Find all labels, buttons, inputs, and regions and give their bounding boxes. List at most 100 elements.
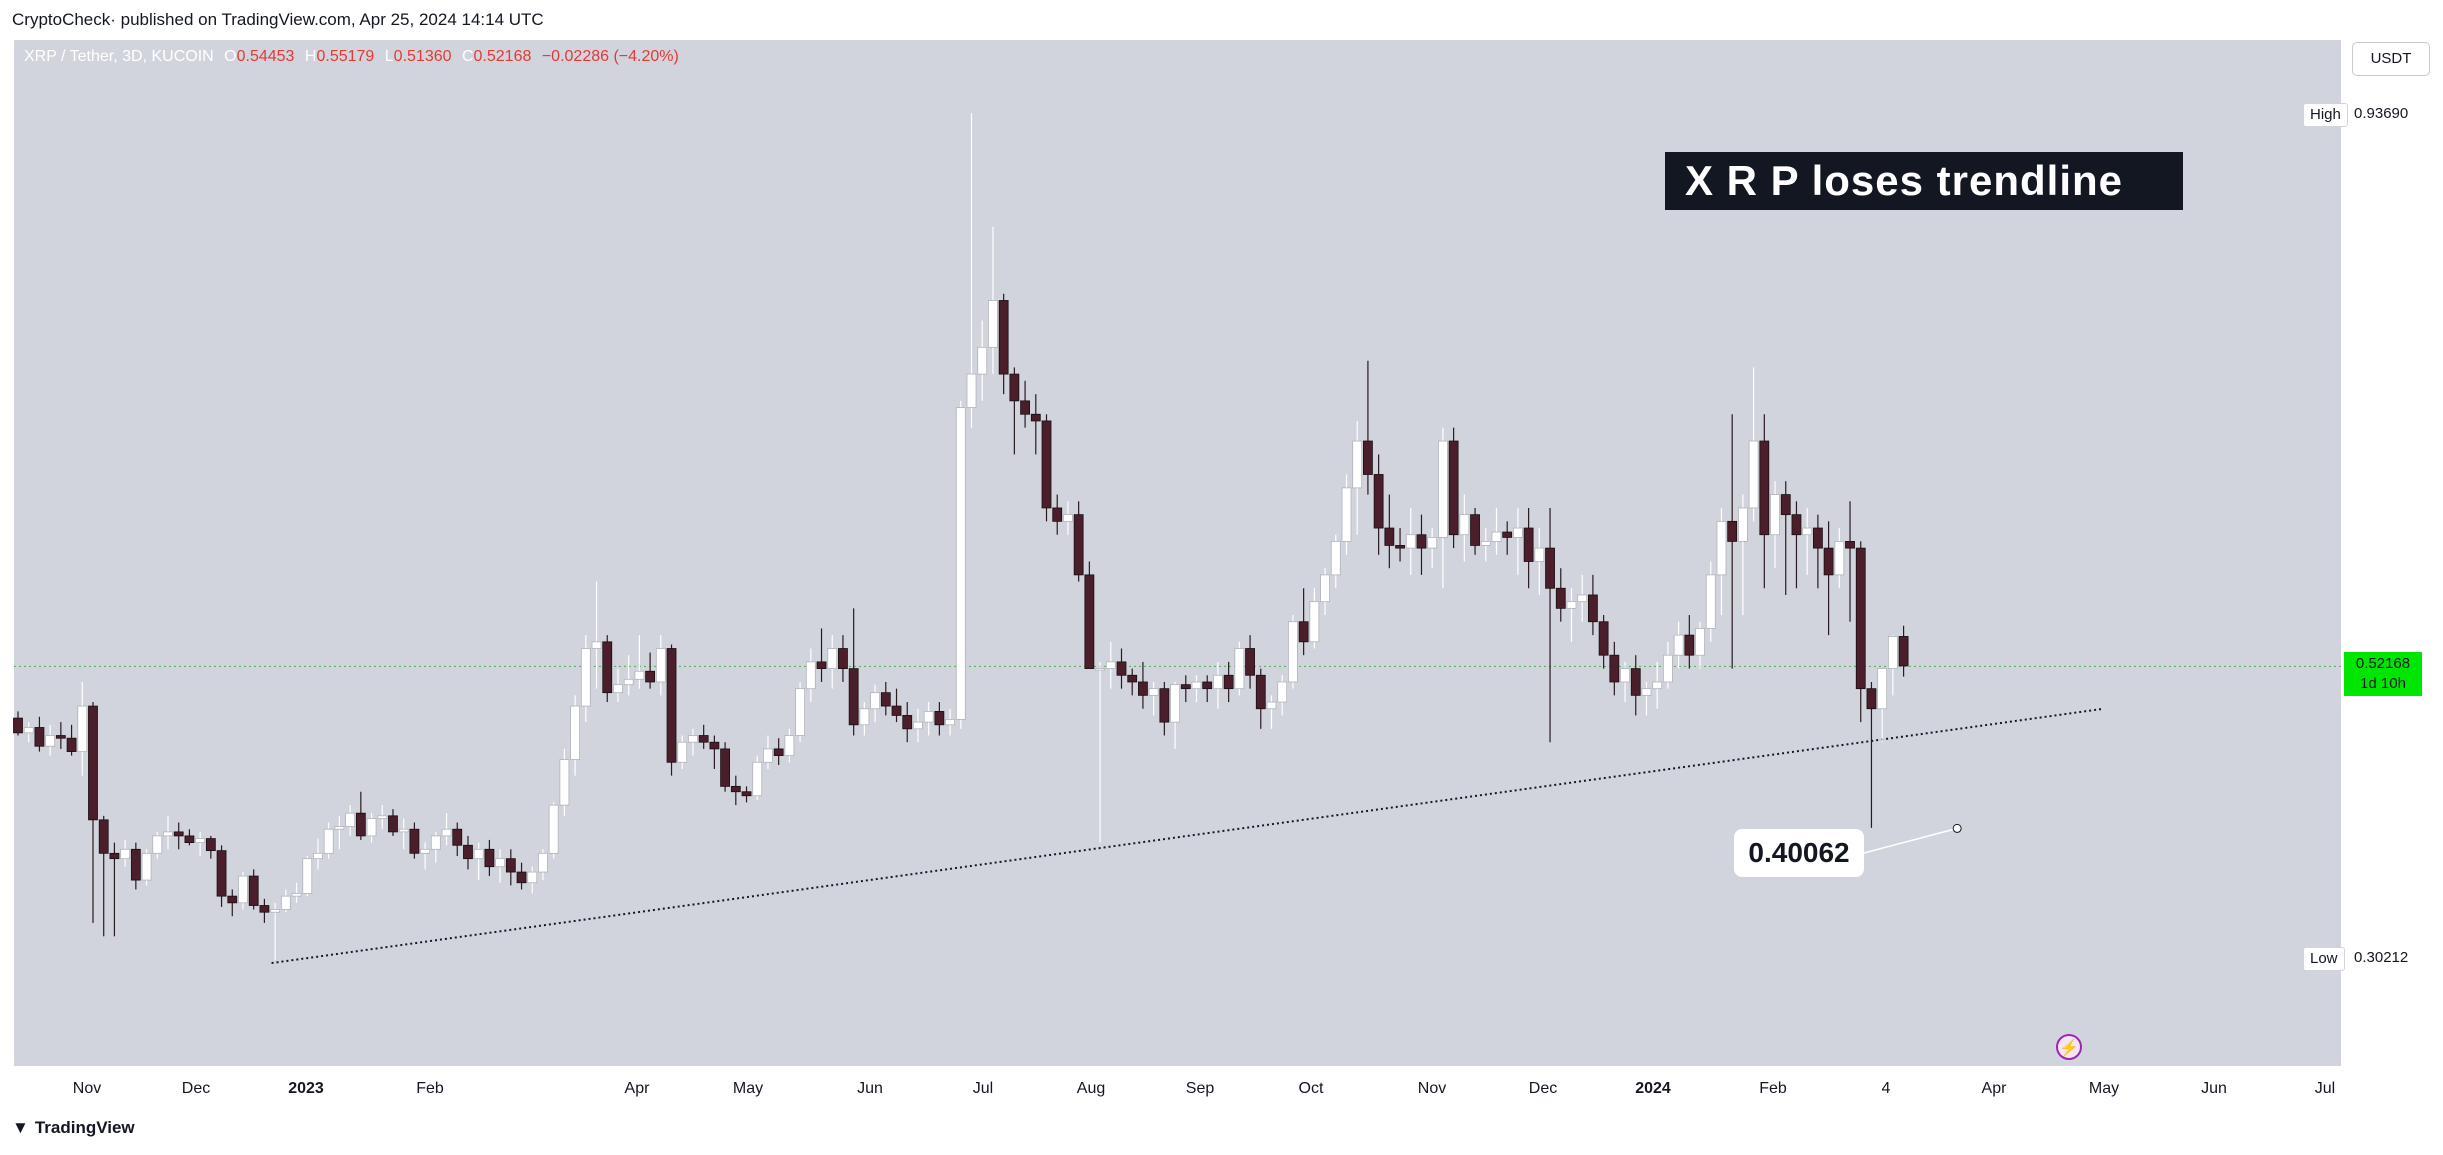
candle-up bbox=[527, 871, 538, 884]
time-tick-label: May bbox=[732, 1080, 764, 1097]
candle-down bbox=[516, 871, 527, 884]
candle-down bbox=[1116, 661, 1127, 676]
candle-down bbox=[1138, 681, 1148, 696]
candle-down bbox=[1448, 440, 1459, 536]
session-low-value: 0.30212 bbox=[2349, 947, 2414, 969]
candle-up bbox=[1577, 594, 1588, 603]
candle-up bbox=[1266, 701, 1277, 710]
candle-down bbox=[1470, 514, 1480, 546]
candle-down bbox=[248, 875, 259, 906]
candle-up bbox=[1095, 668, 1105, 671]
time-tick-label: Jul bbox=[2314, 1080, 2336, 1097]
close-value: 0.52168 bbox=[473, 48, 532, 65]
candle-down bbox=[1727, 520, 1738, 542]
candle-down bbox=[934, 711, 945, 726]
tradingview-logo-icon: ▼ bbox=[12, 1118, 29, 1137]
time-tick-label: Feb bbox=[1759, 1080, 1787, 1097]
candle-up bbox=[859, 708, 870, 726]
candle-down bbox=[463, 844, 473, 860]
candle-down bbox=[1588, 594, 1598, 623]
tradingview-footer[interactable]: ▼ TradingView bbox=[12, 1118, 135, 1138]
candle-up bbox=[580, 648, 591, 707]
candle-up bbox=[977, 346, 988, 375]
candle-up bbox=[1834, 541, 1845, 576]
candle-up bbox=[795, 688, 805, 736]
candle-up bbox=[323, 828, 334, 854]
price-tick-label: 0.25000 bbox=[2362, 1021, 2417, 1038]
lightning-icon[interactable]: ⚡ bbox=[2056, 1034, 2082, 1060]
candle-up bbox=[280, 895, 291, 910]
candle-down bbox=[1159, 688, 1170, 723]
time-tick-label: Apr bbox=[624, 1080, 650, 1097]
price-axis[interactable] bbox=[2341, 40, 2443, 1066]
candle-up bbox=[870, 692, 880, 710]
time-tick-label: Jun bbox=[2201, 1080, 2227, 1097]
candle-down bbox=[1298, 621, 1309, 643]
price-tick-label: 0.40000 bbox=[2362, 820, 2417, 838]
price-tick-label: 0.35000 bbox=[2362, 887, 2417, 905]
candle-up bbox=[473, 848, 484, 860]
time-tick-label: Feb bbox=[416, 1080, 444, 1097]
trendline bbox=[271, 707, 2104, 965]
candle-up bbox=[345, 812, 356, 827]
candle-down bbox=[1052, 507, 1063, 522]
open-value: 0.54453 bbox=[236, 48, 295, 65]
time-tick-label: Sep bbox=[1185, 1080, 1215, 1097]
candle-down bbox=[1223, 674, 1234, 690]
candle-up bbox=[1662, 654, 1673, 683]
candle-up bbox=[1191, 681, 1202, 690]
candle-down bbox=[1030, 413, 1041, 422]
candle-down bbox=[1609, 654, 1620, 683]
candle-down bbox=[216, 850, 227, 897]
candle-up bbox=[1480, 541, 1491, 546]
currency-button[interactable]: USDT bbox=[2352, 42, 2430, 76]
candle-up bbox=[923, 711, 934, 723]
candle-up bbox=[313, 852, 323, 860]
candle-up bbox=[623, 678, 634, 686]
candle-up bbox=[1330, 541, 1341, 576]
candle-up bbox=[141, 852, 152, 881]
candle-down bbox=[1555, 587, 1566, 609]
countdown-value: 1d 10h bbox=[2360, 675, 2406, 692]
candle-down bbox=[1245, 648, 1255, 676]
candle-up bbox=[1695, 628, 1705, 656]
candle-down bbox=[1395, 545, 1405, 549]
candle-up bbox=[1737, 507, 1748, 542]
candle-up bbox=[1566, 601, 1577, 609]
candle-down bbox=[55, 735, 66, 739]
open-label: O bbox=[224, 48, 237, 65]
candle-up bbox=[988, 300, 998, 348]
candle-down bbox=[1127, 674, 1138, 683]
candle-up bbox=[1652, 681, 1663, 690]
candle-down bbox=[484, 848, 495, 868]
candle-down bbox=[1373, 474, 1384, 529]
candle-up bbox=[77, 705, 88, 752]
candle-down bbox=[205, 838, 216, 852]
session-high-label: High bbox=[2303, 103, 2348, 127]
candle-up bbox=[1320, 574, 1330, 603]
low-marker-dot bbox=[1952, 823, 1962, 833]
candle-down bbox=[355, 812, 366, 837]
candle-down bbox=[816, 661, 827, 669]
candle-up bbox=[398, 828, 409, 833]
candle-up bbox=[570, 705, 581, 761]
candle-up bbox=[1277, 681, 1288, 703]
published-info: CryptoCheck· published on TradingView.co… bbox=[12, 10, 544, 29]
candle-down bbox=[1084, 574, 1095, 669]
candle-down bbox=[1416, 534, 1427, 549]
candle-up bbox=[1309, 601, 1320, 643]
time-tick-label: May bbox=[2088, 1080, 2120, 1097]
price-tick-label: 0.95000 bbox=[2362, 84, 2417, 101]
candle-down bbox=[88, 705, 98, 821]
candle-up bbox=[1513, 527, 1523, 538]
chart-plot-area[interactable] bbox=[14, 40, 2341, 1066]
candle-up bbox=[366, 818, 377, 837]
candle-down bbox=[1502, 531, 1513, 538]
time-axis[interactable] bbox=[0, 1066, 2443, 1110]
candle-up bbox=[688, 735, 698, 743]
candle-down bbox=[1898, 636, 1909, 667]
candle-up bbox=[1438, 440, 1448, 538]
candle-up bbox=[1491, 531, 1502, 542]
candle-down bbox=[1845, 541, 1855, 549]
